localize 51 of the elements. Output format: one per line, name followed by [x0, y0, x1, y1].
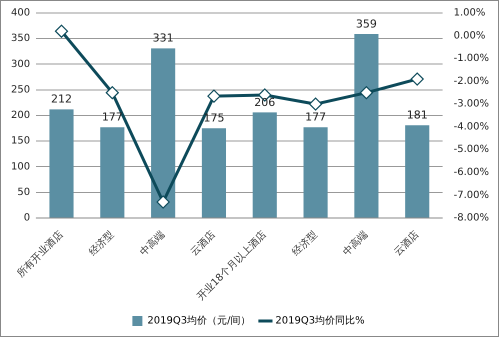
- y-tick-label: 400: [10, 8, 30, 19]
- legend-label: 2019Q3均价同比%: [275, 314, 365, 327]
- data-label: 206: [254, 96, 276, 109]
- x-tick-label: 经济型: [86, 228, 116, 258]
- y2-tick-label: -4.00%: [454, 121, 490, 132]
- data-label: 177: [305, 110, 326, 124]
- data-label: 359: [356, 17, 377, 30]
- x-tick-label: 所有开业酒店: [14, 228, 66, 280]
- x-tick-label: 中高端: [340, 228, 370, 258]
- bar: [202, 128, 226, 218]
- y2-tick-label: -2.00%: [454, 76, 490, 87]
- x-tick-label: 中高端: [137, 228, 168, 258]
- bar: [49, 109, 74, 218]
- x-tick-label: 云酒店: [391, 228, 422, 258]
- x-tick-label: 云酒店: [188, 228, 218, 258]
- y2-tick-label: -8.00%: [454, 212, 490, 224]
- data-label: 212: [50, 92, 72, 106]
- bar: [354, 34, 378, 218]
- y2-tick-label: -5.00%: [454, 144, 490, 156]
- bar: [100, 127, 124, 218]
- data-label: 175: [203, 112, 224, 125]
- y-tick-label: 200: [10, 110, 30, 122]
- bar: [304, 127, 328, 218]
- y2-tick-label: 0.00%: [454, 30, 486, 42]
- y-tick-label: 350: [10, 33, 30, 44]
- point: [308, 97, 322, 111]
- y-tick-label: 0: [24, 212, 30, 224]
- bar: [405, 125, 430, 218]
- y2-tick-label: 1.00%: [454, 8, 486, 19]
- bar: [252, 112, 277, 218]
- legend-label: 2019Q3均价（元/间）: [147, 314, 250, 327]
- y2-tick-label: -7.00%: [454, 190, 490, 201]
- y-tick-label: 150: [10, 136, 30, 147]
- y2-tick-label: -3.00%: [454, 98, 490, 110]
- point: [360, 86, 373, 100]
- point: [207, 90, 221, 103]
- data-label: 331: [152, 32, 174, 45]
- x-tick-label: 经济型: [290, 228, 320, 258]
- y-tick-label: 300: [10, 58, 30, 70]
- bar: [151, 48, 176, 218]
- y-tick-label: 100: [10, 161, 30, 172]
- y2-tick-label: -6.00%: [454, 167, 490, 178]
- y-tick-label: 250: [10, 84, 30, 96]
- point: [106, 86, 119, 100]
- y2-tick-label: -1.00%: [454, 53, 490, 64]
- point: [156, 195, 170, 209]
- point: [54, 24, 68, 38]
- y-tick-label: 50: [17, 186, 30, 198]
- data-label: 177: [102, 110, 123, 124]
- point: [410, 72, 424, 86]
- data-label: 181: [406, 108, 428, 122]
